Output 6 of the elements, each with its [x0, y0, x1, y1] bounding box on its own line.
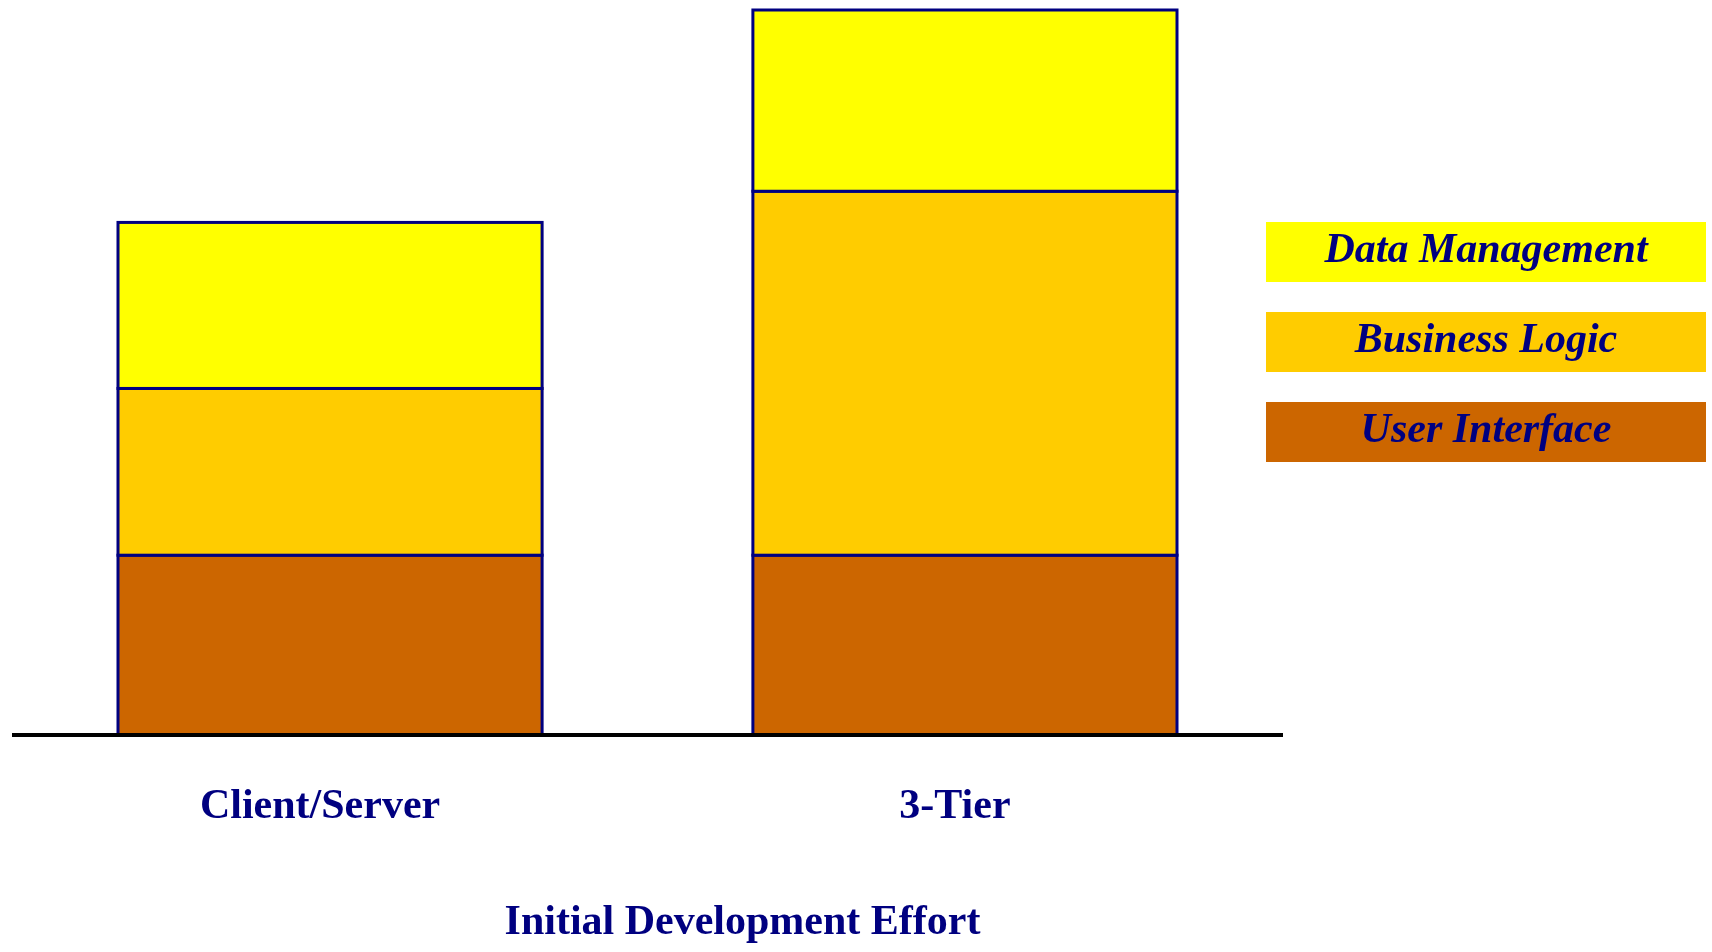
x-tick-label: 3-Tier — [899, 780, 1011, 827]
x-axis-title: Initial Development Effort — [504, 896, 981, 943]
text: Business Logic — [1353, 314, 1618, 361]
x-tick-label: Client/Server — [199, 780, 441, 827]
text: Data Management — [1323, 224, 1649, 271]
text: User Interface — [1360, 404, 1612, 451]
